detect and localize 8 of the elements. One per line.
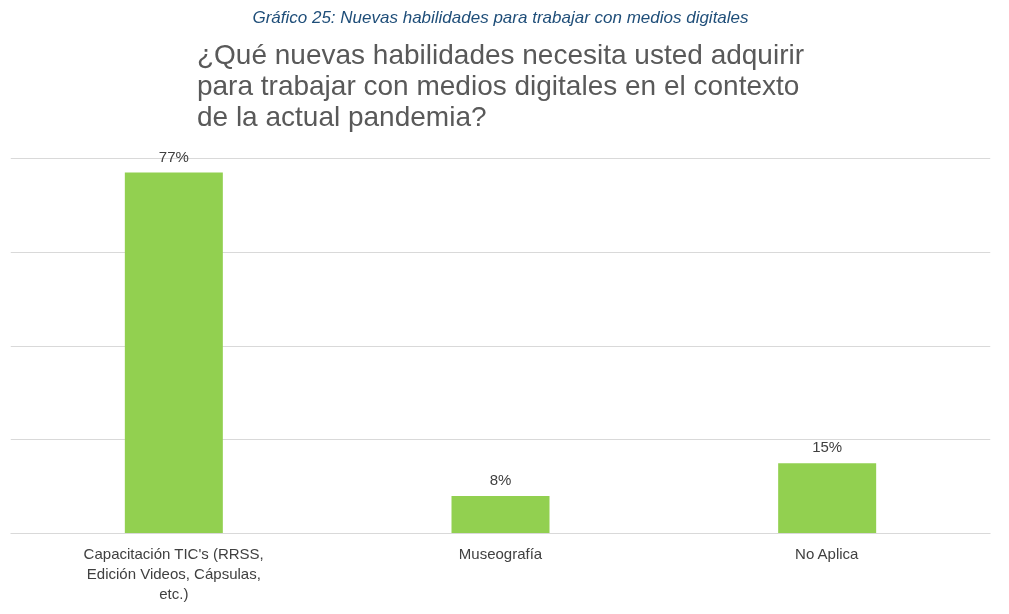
chart-title: ¿Qué nuevas habilidades necesita usted adquirir para trabajar con medios digitales en el contexto de la actual pandemia? [196, 38, 805, 132]
data-label: 8% [489, 471, 512, 488]
x-tick-label: Capacitación TIC's (RRSS, Edición Videos, Cápsulas, etc.) [83, 544, 264, 603]
text: Gráfico 25: Nuevas habilidades para trabajar con medios digitales [252, 7, 750, 27]
x-tick-label: Museografía [458, 544, 543, 562]
data-label: 77% [158, 147, 189, 165]
data-label: 15% [812, 438, 843, 456]
x-tick-label: No Aplica [795, 544, 860, 562]
